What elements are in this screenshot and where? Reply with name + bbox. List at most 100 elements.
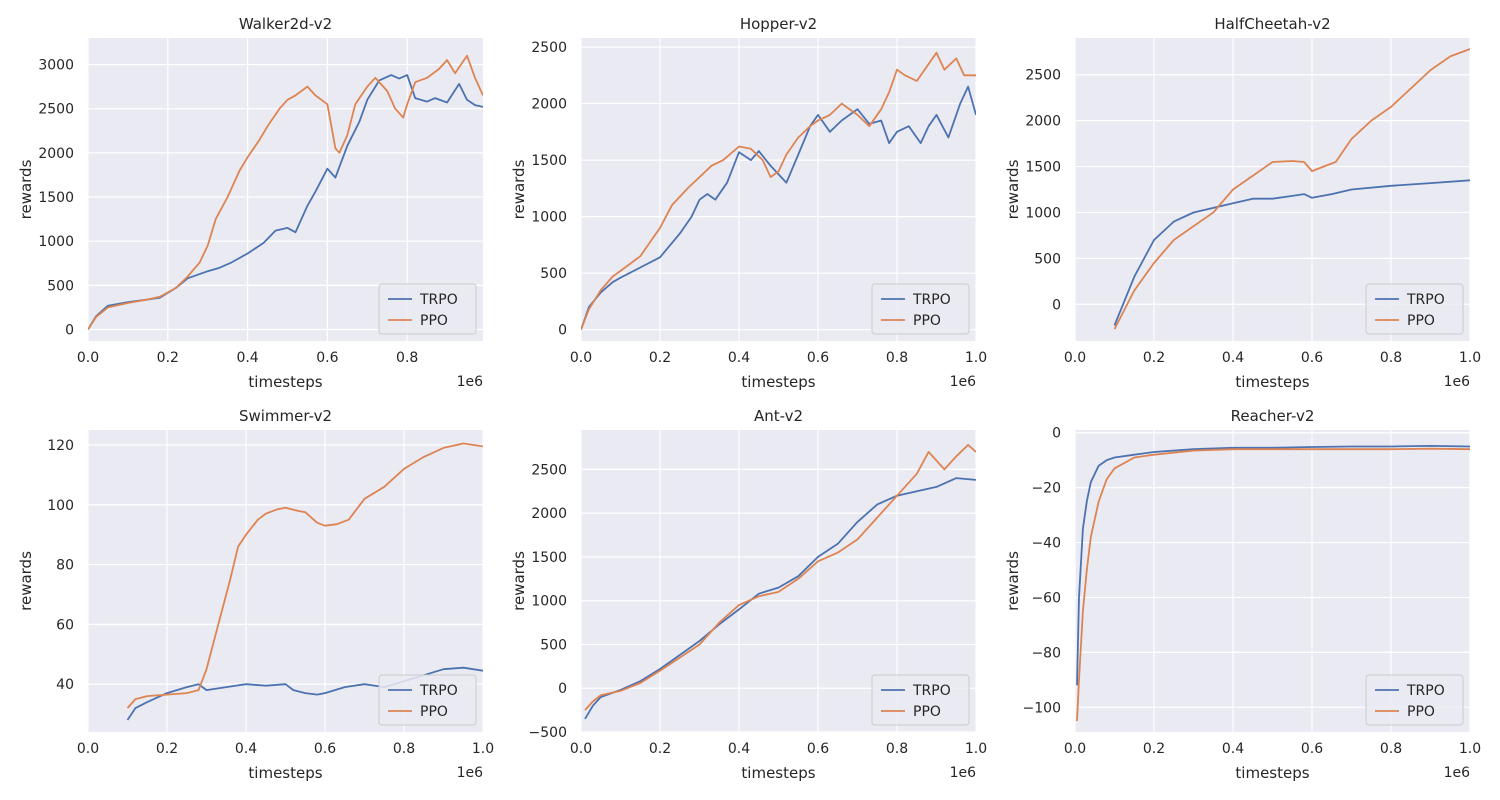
legend-label: TRPO — [912, 683, 951, 699]
x-axis-label: timesteps — [248, 764, 322, 782]
x-tick-label: 0.0 — [1064, 350, 1086, 366]
y-tick-label: 1500 — [531, 153, 567, 169]
series-line-ppo — [1113, 48, 1470, 330]
legend: TRPO PPO — [378, 674, 477, 726]
y-tick-label: 1000 — [531, 210, 567, 226]
chart-title: Walker2d-v2 — [239, 15, 332, 33]
legend-box — [1365, 674, 1464, 726]
y-tick-label: 0 — [65, 323, 74, 339]
y-tick-label: 500 — [47, 278, 74, 294]
legend-label: PPO — [420, 704, 448, 720]
legend-label: PPO — [913, 313, 941, 329]
x-tick-label: 0.2 — [1143, 741, 1165, 757]
legend: TRPO PPO — [378, 283, 477, 335]
x-tick-label: 0.4 — [728, 741, 750, 757]
x-tick-label: 0.8 — [886, 350, 908, 366]
chart-title: Swimmer-v2 — [239, 407, 332, 425]
legend: TRPO PPO — [871, 283, 970, 335]
x-tick-label: 0.8 — [1380, 741, 1402, 757]
series-line-trpo — [1113, 179, 1470, 326]
y-tick-label: 40 — [56, 677, 74, 693]
y-tick-label: 3000 — [38, 58, 74, 74]
legend-box — [378, 674, 477, 726]
x-tick-label: 0.0 — [77, 350, 99, 366]
chart-title: HalfCheetah-v2 — [1214, 15, 1330, 33]
y-tick-label: 2500 — [531, 462, 567, 478]
legend-box — [871, 674, 970, 726]
y-tick-label: −60 — [1031, 590, 1061, 606]
x-scale-label: 1e6 — [950, 374, 977, 390]
y-axis-label: rewards — [1004, 551, 1022, 611]
y-tick-label: 1000 — [531, 594, 567, 610]
x-tick-label: 0.6 — [316, 350, 338, 366]
x-axis-label: timesteps — [248, 373, 322, 391]
series-line-ppo — [1076, 447, 1470, 722]
y-tick-label: 2500 — [1025, 68, 1061, 84]
series-line-ppo — [88, 54, 483, 330]
y-tick-label: 1500 — [531, 550, 567, 566]
x-tick-label: 1.0 — [472, 741, 494, 757]
legend-label: TRPO — [912, 292, 951, 308]
series-line-ppo — [126, 442, 483, 709]
legend-box — [1365, 283, 1464, 335]
x-axis-label: timesteps — [741, 764, 815, 782]
x-tick-label: 0.4 — [1222, 741, 1244, 757]
y-tick-label: 120 — [47, 438, 74, 454]
legend-box — [871, 283, 970, 335]
x-scale-label: 1e6 — [457, 374, 484, 390]
legend-label: TRPO — [419, 292, 458, 308]
x-tick-label: 0.8 — [1380, 350, 1402, 366]
y-tick-label: 0 — [1052, 426, 1061, 442]
x-tick-label: 0.4 — [236, 350, 258, 366]
x-tick-label: 0.6 — [314, 741, 336, 757]
y-tick-label: 2000 — [531, 506, 567, 522]
y-tick-label: 1500 — [1025, 160, 1061, 176]
legend-label: PPO — [1407, 313, 1435, 329]
y-axis-label: rewards — [17, 551, 35, 611]
x-axis-label: timesteps — [1235, 373, 1309, 391]
x-scale-label: 1e6 — [457, 765, 484, 781]
y-tick-label: 80 — [56, 558, 74, 574]
y-tick-label: 2000 — [1025, 114, 1061, 130]
legend-label: TRPO — [419, 683, 458, 699]
x-tick-label: 0.2 — [649, 741, 671, 757]
x-tick-label: 0.4 — [1222, 350, 1244, 366]
chart-panel: Hopper-v2 0.0 0.2 0.4 0.6 0.8 1.0 0 500 1000 1500 2… — [510, 15, 987, 391]
legend-label: PPO — [1407, 704, 1435, 720]
chart-panel: Reacher-v2 0.0 0.2 0.4 0.6 0.8 1.0 −100 −80 −60 −4… — [1004, 407, 1481, 782]
chart-panel: HalfCheetah-v2 0.0 0.2 0.4 0.6 0.8 1.0 0 500 1000… — [1004, 15, 1481, 391]
y-tick-label: 1000 — [1025, 205, 1061, 221]
y-tick-label: 1000 — [38, 234, 74, 250]
x-tick-label: 0.8 — [393, 741, 415, 757]
x-axis-label: timesteps — [1235, 764, 1309, 782]
y-axis-label: rewards — [510, 159, 528, 219]
y-axis-label: rewards — [17, 159, 35, 219]
y-tick-label: −100 — [1023, 700, 1061, 716]
y-tick-label: 100 — [47, 498, 74, 514]
x-tick-label: 0.0 — [1064, 741, 1086, 757]
y-tick-label: 1500 — [38, 190, 74, 206]
y-tick-label: −40 — [1031, 536, 1061, 552]
chart-panel: Swimmer-v2 0.0 0.2 0.4 0.6 0.8 1.0 40 60 80 100 120… — [17, 407, 494, 782]
legend: TRPO PPO — [871, 674, 970, 726]
x-scale-label: 1e6 — [1444, 765, 1471, 781]
series-line-trpo — [1076, 444, 1470, 686]
x-tick-label: 0.2 — [156, 741, 178, 757]
y-tick-label: 2500 — [38, 102, 74, 118]
y-tick-label: 0 — [1052, 297, 1061, 313]
series-line-ppo — [584, 443, 976, 711]
chart-title: Reacher-v2 — [1231, 407, 1315, 425]
x-tick-label: 0.0 — [77, 741, 99, 757]
series-line-trpo — [584, 477, 976, 720]
x-tick-label: 0.6 — [807, 741, 829, 757]
y-tick-label: 500 — [540, 266, 567, 282]
y-tick-label: 500 — [1034, 251, 1061, 267]
legend-label: PPO — [913, 704, 941, 720]
chart-title: Hopper-v2 — [740, 15, 817, 33]
x-tick-label: 0.6 — [807, 350, 829, 366]
legend-label: TRPO — [1406, 292, 1445, 308]
x-tick-label: 0.8 — [396, 350, 418, 366]
y-tick-label: 2000 — [531, 97, 567, 113]
x-scale-label: 1e6 — [1444, 374, 1471, 390]
